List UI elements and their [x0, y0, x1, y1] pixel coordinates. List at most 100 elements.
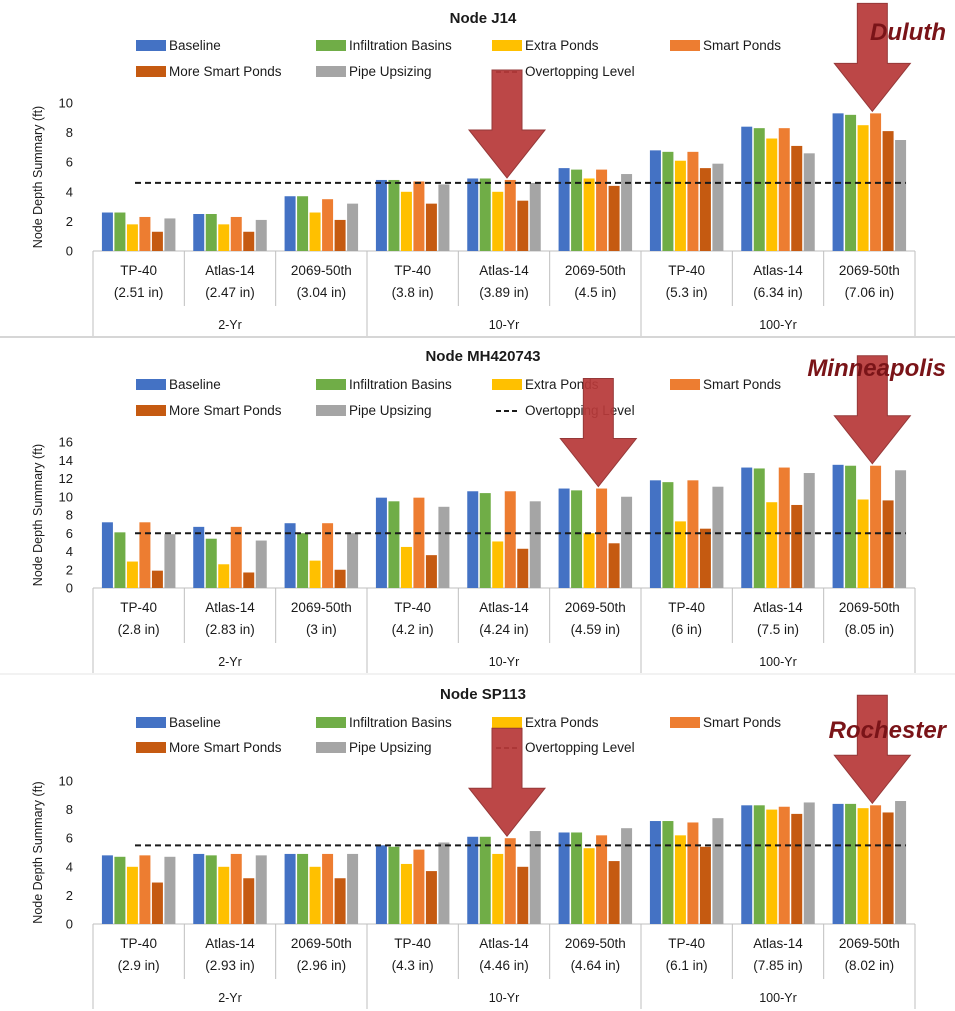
bar-more-smart-ponds — [243, 572, 255, 588]
legend-swatch — [492, 379, 522, 390]
highlight-arrow — [559, 378, 638, 488]
legend-swatch — [670, 379, 700, 390]
x-category-label: 2069-50th — [291, 263, 352, 278]
bar-extra-ponds — [857, 499, 869, 588]
y-tick-label: 4 — [66, 184, 73, 199]
legend-label: Infiltration Basins — [349, 377, 452, 392]
x-group-label: 100-Yr — [759, 991, 797, 1005]
bar-pipe-upsizing — [164, 534, 176, 588]
y-tick-label: 8 — [66, 802, 73, 817]
x-group-label: 10-Yr — [489, 991, 520, 1005]
bar-more-smart-ponds — [882, 500, 894, 588]
bar-more-smart-ponds — [334, 219, 346, 251]
y-tick-label: 0 — [66, 244, 73, 259]
y-tick-label: 0 — [66, 581, 73, 596]
y-tick-label: 12 — [59, 471, 73, 486]
legend-swatch — [492, 717, 522, 728]
x-category-label: 2069-50th — [291, 936, 352, 951]
y-tick-label: 16 — [59, 435, 73, 450]
bar-more-smart-ponds — [243, 231, 255, 251]
x-category-label: TP-40 — [668, 936, 705, 951]
bar-pipe-upsizing — [895, 801, 907, 924]
bar-extra-ponds — [492, 191, 504, 251]
bar-extra-ponds — [674, 835, 686, 924]
bar-smart-ponds — [778, 806, 790, 924]
bar-more-smart-ponds — [791, 813, 803, 924]
legend-item-infiltration-basins: Infiltration Basins — [316, 377, 452, 392]
y-tick-label: 6 — [66, 526, 73, 541]
bar-pipe-upsizing — [347, 533, 359, 588]
x-category-sublabel: (2.9 in) — [118, 958, 160, 973]
bar-infiltration-basins — [845, 803, 857, 924]
bar-more-smart-ponds — [334, 878, 346, 924]
legend-item-infiltration-basins: Infiltration Basins — [316, 715, 452, 730]
legend-label: Overtopping Level — [525, 403, 635, 418]
bar-more-smart-ponds — [699, 528, 711, 588]
highlight-arrow — [467, 727, 547, 838]
x-category-sublabel: (4.64 in) — [571, 958, 621, 973]
y-tick-label: 10 — [59, 96, 73, 111]
legend-swatch — [136, 405, 166, 416]
bar-smart-ponds — [139, 855, 151, 924]
legend-label: Smart Ponds — [703, 715, 781, 730]
bar-baseline — [375, 497, 387, 588]
x-group-label: 100-Yr — [759, 318, 797, 332]
x-category-sublabel: (8.02 in) — [845, 958, 895, 973]
bar-pipe-upsizing — [621, 496, 633, 588]
bar-baseline — [101, 855, 113, 924]
x-category-sublabel: (2.47 in) — [205, 285, 255, 300]
x-category-sublabel: (4.5 in) — [574, 285, 616, 300]
y-tick-label: 8 — [66, 125, 73, 140]
bar-baseline — [284, 196, 296, 251]
bar-baseline — [558, 832, 570, 924]
y-tick-label: 8 — [66, 508, 73, 523]
y-tick-label: 14 — [59, 453, 73, 468]
x-category-sublabel: (4.59 in) — [571, 622, 621, 637]
bar-infiltration-basins — [571, 169, 583, 251]
bar-smart-ponds — [870, 465, 882, 588]
legend-label: More Smart Ponds — [169, 740, 282, 755]
bar-smart-ponds — [139, 522, 151, 588]
legend-label: Overtopping Level — [525, 64, 635, 79]
x-category-sublabel: (6.1 in) — [666, 958, 708, 973]
x-category-sublabel: (4.3 in) — [392, 958, 434, 973]
x-category-sublabel: (7.06 in) — [845, 285, 895, 300]
legend-label: Infiltration Basins — [349, 715, 452, 730]
legend-item-extra-ponds: Extra Ponds — [492, 38, 599, 53]
x-category-label: TP-40 — [394, 936, 431, 951]
x-category-sublabel: (7.85 in) — [753, 958, 803, 973]
bar-more-smart-ponds — [334, 569, 346, 588]
legend-swatch — [316, 379, 346, 390]
bar-pipe-upsizing — [438, 506, 450, 588]
x-category-sublabel: (2.83 in) — [205, 622, 255, 637]
bar-extra-ponds — [766, 138, 778, 251]
highlight-arrow — [833, 2, 912, 113]
legend-item-smart-ponds: Smart Ponds — [670, 715, 781, 730]
bar-extra-ponds — [583, 178, 595, 251]
bar-more-smart-ponds — [699, 846, 711, 924]
bar-infiltration-basins — [114, 532, 126, 588]
bar-more-smart-ponds — [608, 185, 620, 251]
bar-infiltration-basins — [479, 178, 491, 251]
bar-smart-ponds — [230, 853, 242, 924]
x-category-label: TP-40 — [668, 600, 705, 615]
bar-infiltration-basins — [479, 493, 491, 588]
x-category-label: Atlas-14 — [753, 600, 803, 615]
legend-swatch — [670, 717, 700, 728]
legend-swatch — [136, 379, 166, 390]
legend-item-pipe-upsizing: Pipe Upsizing — [316, 403, 432, 418]
x-category-label: 2069-50th — [565, 263, 626, 278]
bar-baseline — [558, 488, 570, 588]
city-label: Minneapolis — [807, 355, 946, 382]
bar-infiltration-basins — [114, 856, 126, 924]
bar-pipe-upsizing — [803, 802, 815, 924]
bar-extra-ponds — [583, 533, 595, 588]
bar-infiltration-basins — [571, 832, 583, 924]
y-axis-label: Node Depth Summary (ft) — [31, 444, 45, 586]
bar-baseline — [467, 836, 479, 924]
bar-more-smart-ponds — [151, 570, 163, 588]
x-category-label: Atlas-14 — [205, 936, 255, 951]
bar-smart-ponds — [778, 467, 790, 588]
bar-smart-ponds — [413, 497, 425, 588]
bar-more-smart-ponds — [243, 878, 255, 924]
